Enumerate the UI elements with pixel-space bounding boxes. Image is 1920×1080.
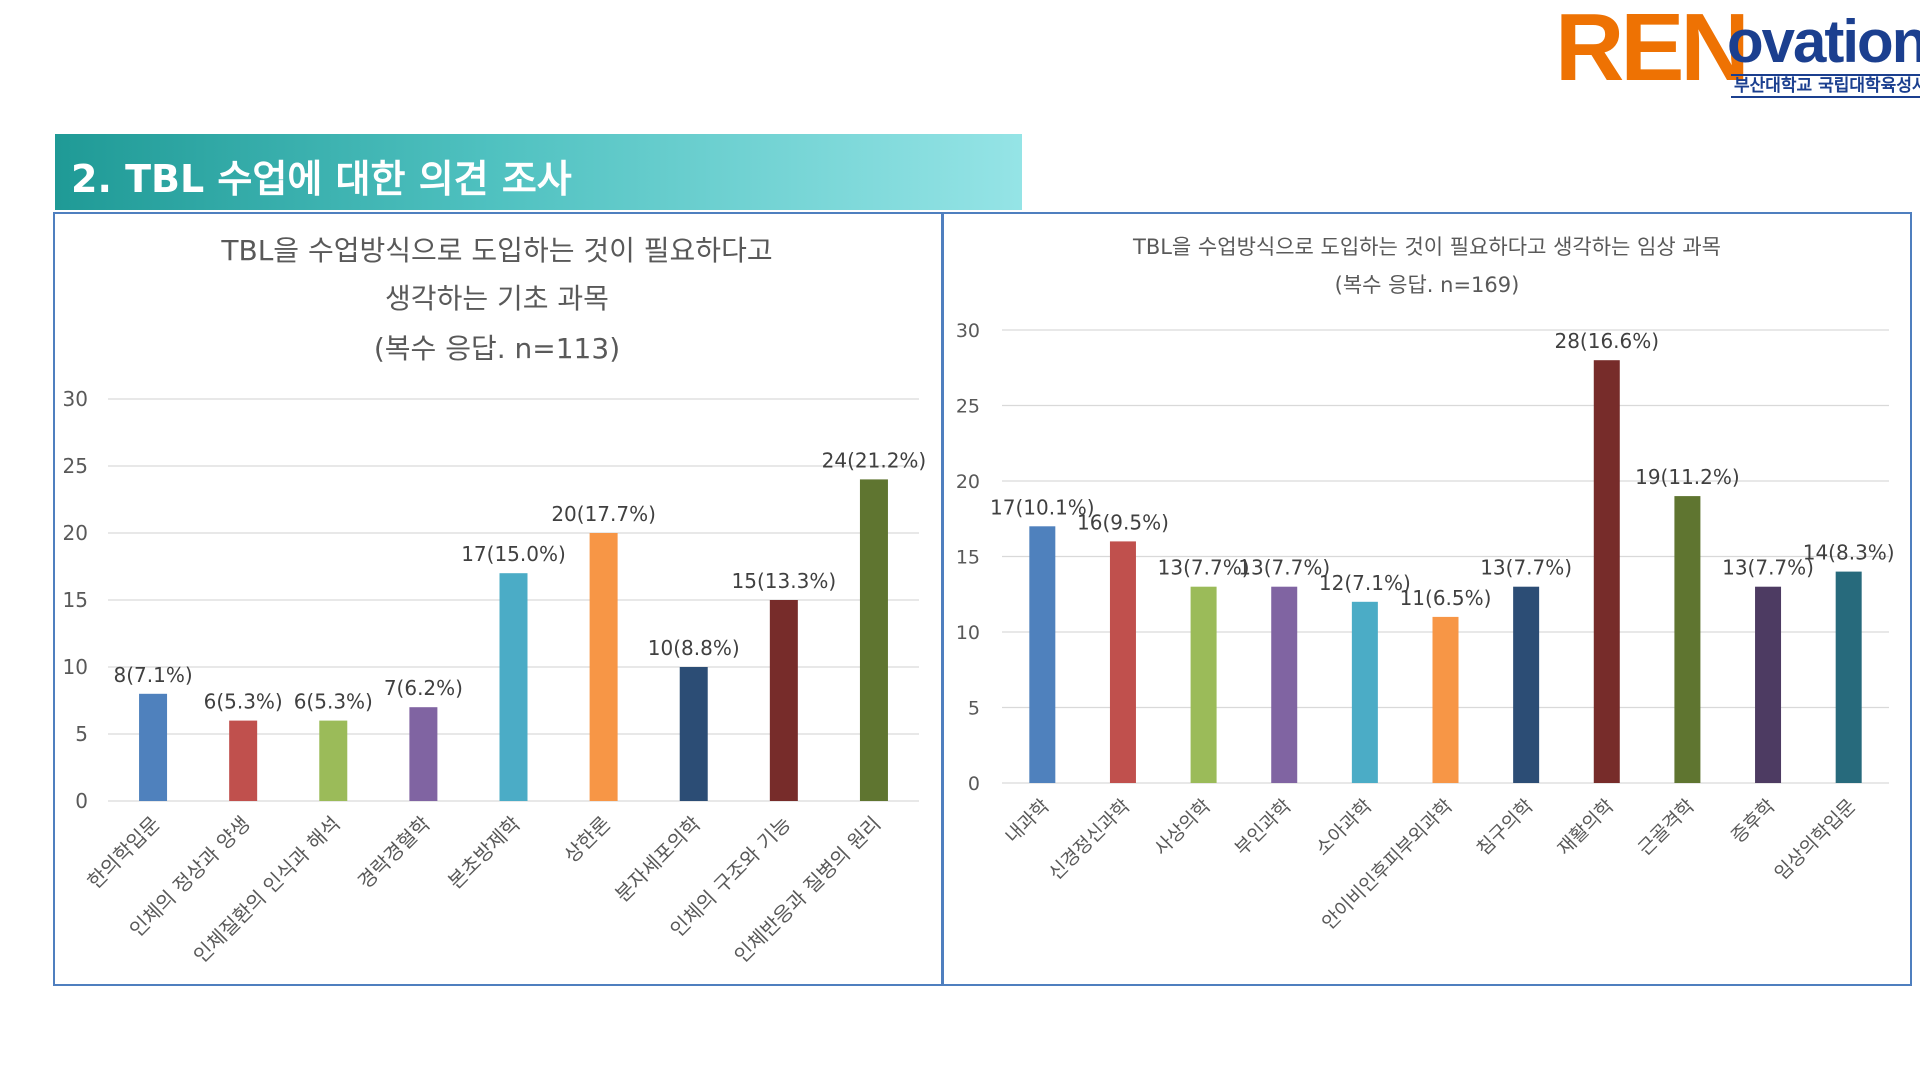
- chart2-data-label: 14(8.3%): [1803, 541, 1895, 565]
- chart1-x-tick-label: 인체반응과 질병의 원리: [729, 812, 885, 968]
- chart2-y-tick-label: 15: [956, 547, 980, 569]
- chart2-data-label: 13(7.7%): [1722, 556, 1814, 580]
- chart1-y-tick-label: 10: [63, 655, 88, 679]
- chart1-data-label: 6(5.3%): [294, 690, 373, 714]
- chart2-bar: [1271, 586, 1298, 783]
- chart2-x-tick-label: 내과학: [1001, 795, 1054, 848]
- chart1-bar: [859, 479, 888, 801]
- chart2-data-label: 19(11.2%): [1635, 465, 1740, 489]
- chart2-y-tick-label: 5: [968, 698, 980, 720]
- chart1-bar: [769, 600, 798, 801]
- section-title: 2. TBL 수업에 대한 의견 조사: [71, 157, 572, 201]
- chart2-bar: [1029, 526, 1056, 783]
- chart1-bar: [589, 533, 618, 801]
- chart2-bar: [1109, 541, 1136, 783]
- chart2-x-tick-label: 신경정신과학: [1045, 795, 1135, 885]
- chart2-x-tick-label: 근골격학: [1634, 795, 1699, 860]
- chart1-y-tick-label: 20: [63, 521, 88, 545]
- chart2-bar: [1755, 586, 1782, 783]
- chart1-data-label: 17(15.0%): [461, 542, 566, 566]
- chart1-x-tick-label: 본초방제학: [443, 812, 525, 894]
- chart1-y-tick-label: 25: [63, 454, 88, 478]
- chart1-y-tick-label: 5: [75, 722, 88, 746]
- chart1-x-tick-label: 한의학입문: [83, 812, 165, 894]
- chart1-bar: [319, 720, 348, 801]
- chart2-bar: [1513, 586, 1540, 783]
- chart2-data-label: 13(7.7%): [1480, 556, 1572, 580]
- chart1-data-label: 15(13.3%): [732, 569, 837, 593]
- chart2-x-tick-label: 증후학: [1727, 795, 1780, 848]
- logo-ren: REN: [1555, 0, 1750, 101]
- chart1-bar: [499, 573, 528, 801]
- chart2-data-label: 28(16.6%): [1554, 329, 1659, 353]
- chart2-x-tick-label: 사상의학: [1150, 795, 1215, 860]
- logo-ovation: ovation: [1727, 8, 1920, 75]
- renovation-logo: REN ovation 부산대학교 국립대학육성사업: [1555, 0, 1920, 103]
- chart2-title-line: TBL을 수업방식으로 도입하는 것이 필요하다고 생각하는 임상 과목: [1132, 235, 1721, 259]
- chart2-x-tick-label: 재활의학: [1553, 795, 1618, 860]
- section-header: 2. TBL 수업에 대한 의견 조사: [55, 134, 1022, 210]
- chart1-y-tick-label: 0: [75, 789, 88, 813]
- chart1-y-tick-label: 15: [63, 588, 88, 612]
- chart2-bar: [1432, 616, 1459, 783]
- chart1-bar: [409, 707, 438, 801]
- chart2-data-label: 11(6.5%): [1400, 586, 1492, 610]
- chart2-data-label: 17(10.1%): [990, 495, 1095, 519]
- chart1-data-label: 24(21.2%): [822, 448, 927, 472]
- chart1-y-tick-label: 30: [63, 387, 88, 411]
- chart2-y-tick-label: 10: [956, 622, 980, 644]
- chart2-y-tick-label: 30: [956, 320, 980, 342]
- chart2-bar: [1190, 586, 1217, 783]
- chart1-bar: [229, 720, 258, 801]
- chart2-data-label: 12(7.1%): [1319, 571, 1411, 595]
- chart2-y-tick-label: 0: [968, 773, 980, 795]
- chart1-x-tick-label: 인체질환의 인식과 해석: [189, 812, 345, 968]
- chart2-x-tick-label: 소아과학: [1311, 795, 1376, 860]
- chart2-bar: [1835, 571, 1862, 783]
- chart2-data-label: 16(9.5%): [1077, 510, 1169, 534]
- chart1-x-tick-label: 분자세포의학: [610, 812, 705, 907]
- chart1-data-label: 7(6.2%): [384, 676, 463, 700]
- chart1-title-line: (복수 응답. n=113): [374, 332, 620, 365]
- logo-subtitle: 부산대학교 국립대학육성사업: [1731, 74, 1920, 98]
- chart2-bar: [1674, 496, 1701, 783]
- chart2-y-tick-label: 25: [956, 396, 980, 418]
- chart2-x-tick-label: 침구의학: [1473, 795, 1538, 860]
- chart1-bar: [679, 667, 708, 801]
- chart1-data-label: 8(7.1%): [113, 663, 192, 687]
- chart2-y-tick-label: 20: [956, 471, 980, 493]
- chart2-title-line: (복수 응답. n=169): [1335, 273, 1520, 297]
- chart1-data-label: 10(8.8%): [648, 636, 740, 660]
- chart1-data-label: 6(5.3%): [204, 690, 283, 714]
- chart2-data-label: 13(7.7%): [1238, 556, 1330, 580]
- chart2-data-label: 13(7.7%): [1158, 556, 1250, 580]
- chart2-bar: [1593, 360, 1620, 783]
- chart1-title-line: 생각하는 기초 과목: [385, 282, 609, 315]
- chart1-title-line: TBL을 수업방식으로 도입하는 것이 필요하다고: [220, 234, 772, 267]
- chart1-x-tick-label: 경락경혈학: [353, 812, 435, 894]
- chart2-bar: [1351, 601, 1378, 783]
- chart2-x-tick-label: 부인과학: [1231, 795, 1296, 860]
- chart1-data-label: 20(17.7%): [551, 502, 656, 526]
- chart1-bar: [139, 693, 168, 801]
- right-chart-panel: [942, 212, 1912, 986]
- chart1-x-tick-label: 상한론: [559, 812, 615, 868]
- chart2-x-tick-label: 임상의학입문: [1770, 795, 1860, 885]
